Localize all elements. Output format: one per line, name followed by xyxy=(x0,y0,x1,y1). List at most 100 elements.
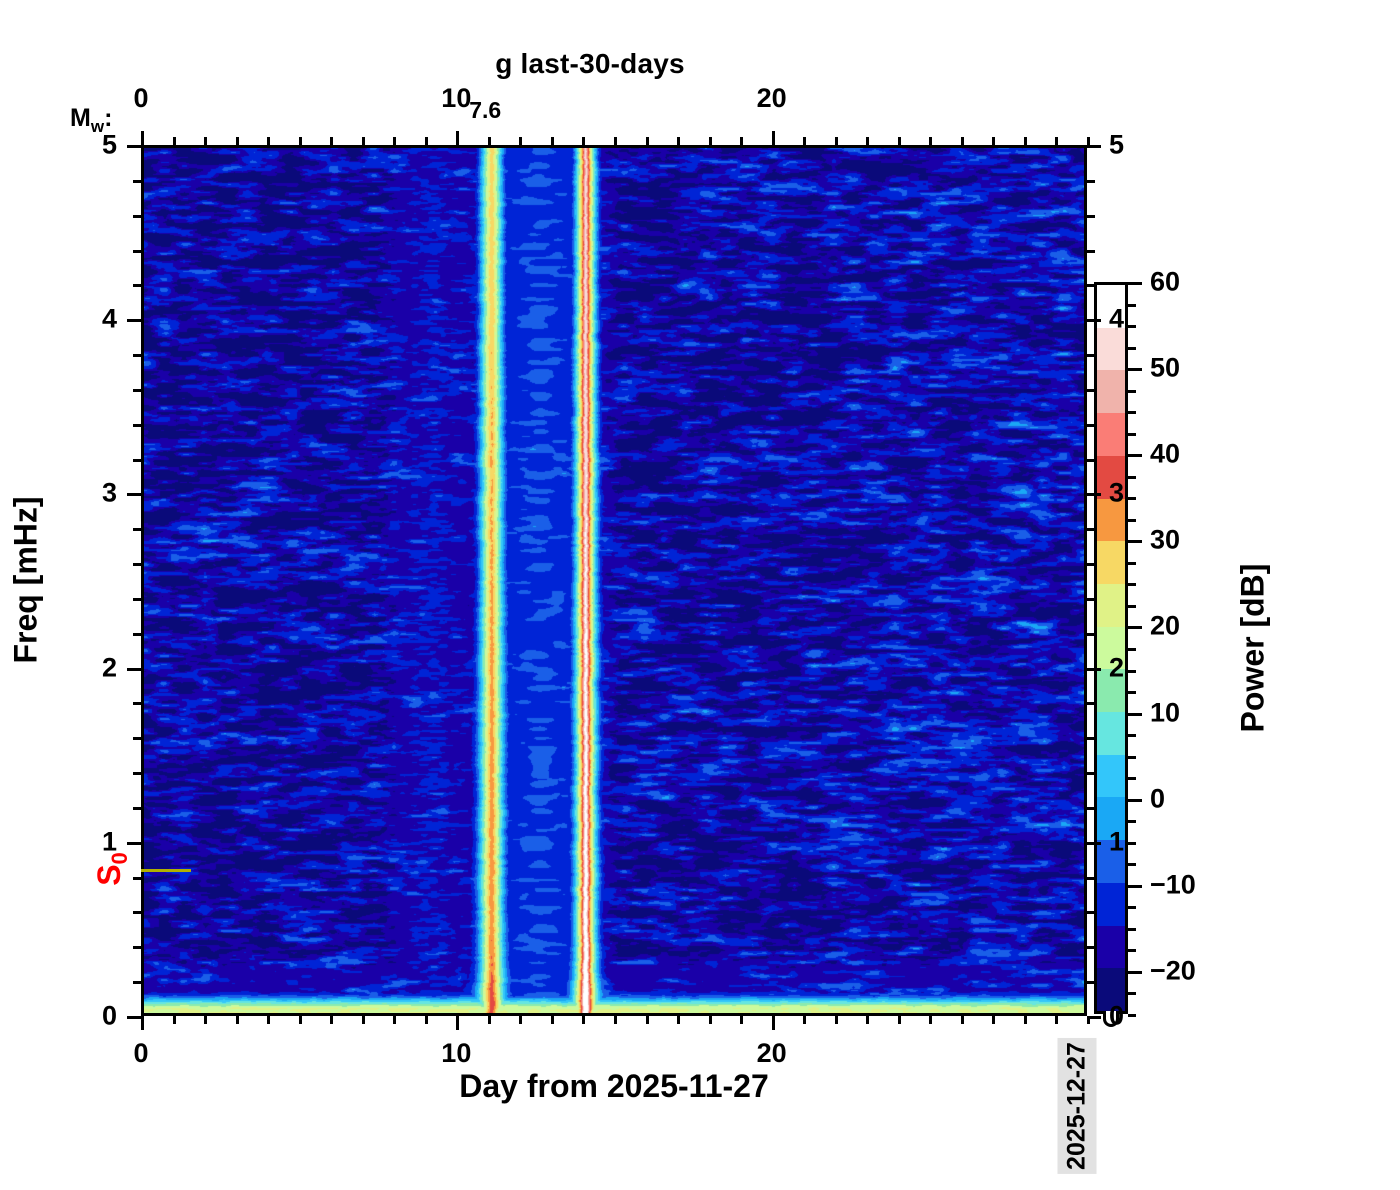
colorbar-tick xyxy=(1128,777,1136,780)
y-tick-label-right: 2 xyxy=(1109,652,1125,683)
y-tick-minor xyxy=(133,633,141,636)
x-tick-minor-top xyxy=(929,137,932,145)
colorbar-tick-label: 40 xyxy=(1150,438,1181,469)
y-tick-minor-right xyxy=(1087,1016,1101,1019)
x-tick-minor-top xyxy=(709,137,712,145)
y-tick-minor-right xyxy=(1087,493,1101,496)
colorbar-tick xyxy=(1128,347,1136,350)
y-tick-minor xyxy=(133,389,141,392)
x-tick-label: 0 xyxy=(133,1038,149,1068)
colorbar-tick xyxy=(1128,497,1136,500)
x-tick-minor xyxy=(204,1016,207,1024)
y-tick-minor-right xyxy=(1087,354,1095,357)
colorbar-band xyxy=(1097,968,1125,1011)
x-tick-minor xyxy=(709,1016,712,1024)
x-tick-minor-top xyxy=(835,137,838,145)
y-tick-minor xyxy=(133,981,141,984)
colorbar-tick xyxy=(1128,691,1136,694)
x-tick-minor xyxy=(614,1016,617,1024)
x-tick-minor-top xyxy=(551,137,554,145)
x-tick-minor xyxy=(961,1016,964,1024)
y-tick-minor-right xyxy=(1087,563,1095,566)
y-tick-minor-right xyxy=(1087,633,1095,636)
colorbar-tick xyxy=(1128,971,1142,974)
colorbar-tick xyxy=(1128,368,1142,371)
colorbar-band xyxy=(1097,712,1125,755)
y-tick-minor xyxy=(127,319,141,322)
y-tick-minor-right xyxy=(1087,424,1095,427)
y-tick-minor xyxy=(127,842,141,845)
x-tick-minor-top xyxy=(299,137,302,145)
colorbar-tick xyxy=(1128,605,1136,608)
colorbar-band xyxy=(1097,925,1125,969)
colorbar-tick-label: 20 xyxy=(1150,610,1181,641)
y-tick-minor xyxy=(133,215,141,218)
y-tick-minor-right xyxy=(1087,528,1095,531)
y-tick-minor-right xyxy=(1087,911,1095,914)
x-tick-minor-top xyxy=(330,137,333,145)
y-tick-minor-right xyxy=(1087,946,1095,949)
x-tick-minor xyxy=(1087,1016,1090,1024)
x-tick-minor-top xyxy=(393,137,396,145)
x-tick-minor-top xyxy=(519,137,522,145)
y-tick-label: 1 xyxy=(101,826,117,857)
x-tick-minor-top xyxy=(803,137,806,145)
colorbar-tick xyxy=(1128,799,1142,802)
y-tick-minor xyxy=(133,772,141,775)
colorbar-tick xyxy=(1128,928,1136,931)
y-tick-minor xyxy=(133,946,141,949)
colorbar-tick xyxy=(1128,713,1142,716)
y-tick-minor-right xyxy=(1087,842,1101,845)
y-tick-minor xyxy=(133,598,141,601)
colorbar-band xyxy=(1097,285,1125,328)
colorbar-tick-label: −10 xyxy=(1150,869,1196,900)
x-tick-minor xyxy=(1024,1016,1027,1024)
x-tick-minor-top xyxy=(173,137,176,145)
x-tick-minor xyxy=(835,1016,838,1024)
x-tick-label: 10 xyxy=(441,1038,472,1068)
colorbar-tick-label: −20 xyxy=(1150,955,1196,986)
y-tick-minor-right xyxy=(1087,215,1095,218)
x-tick-minor-top xyxy=(992,137,995,145)
colorbar-tick-label: 10 xyxy=(1150,697,1181,728)
x-tick-minor-top xyxy=(1087,137,1090,145)
x-tick-minor xyxy=(866,1016,869,1024)
colorbar-tick xyxy=(1128,583,1136,586)
x-tick-minor-top xyxy=(961,137,964,145)
colorbar-band xyxy=(1097,455,1125,499)
y-tick-minor xyxy=(133,563,141,566)
colorbar-underflow-nub xyxy=(1103,1011,1119,1027)
x-tick-minor xyxy=(898,1016,901,1024)
colorbar-tick xyxy=(1128,626,1142,629)
spectrogram-canvas xyxy=(144,148,1084,1013)
y-tick-minor-right xyxy=(1087,598,1095,601)
s0-mode-marker-line xyxy=(141,869,191,872)
x-tick-minor xyxy=(929,1016,932,1024)
colorbar-band xyxy=(1097,498,1125,542)
y-tick-minor-right xyxy=(1087,877,1095,880)
y-tick-minor-right xyxy=(1087,981,1095,984)
page-title: g last-30-days xyxy=(495,48,685,79)
colorbar-tick xyxy=(1128,519,1136,522)
colorbar-tick xyxy=(1128,390,1136,393)
colorbar-tick-label: 0 xyxy=(1150,783,1166,814)
x-tick-minor xyxy=(393,1016,396,1024)
y-tick-minor xyxy=(133,911,141,914)
y-tick-minor xyxy=(133,284,141,287)
y-tick-label: 0 xyxy=(101,1000,117,1031)
colorbar-tick xyxy=(1128,304,1136,307)
y-tick-minor xyxy=(133,807,141,810)
y-tick-minor xyxy=(127,493,141,496)
mw-axis-tag: Mw: xyxy=(70,104,113,136)
y-tick-minor-right xyxy=(1087,772,1095,775)
x-tick-minor-top xyxy=(646,137,649,145)
colorbar-tick xyxy=(1128,670,1136,673)
x-tick-minor xyxy=(1055,1016,1058,1024)
top-axis-tick-label: 10 xyxy=(441,83,472,113)
y-tick-minor xyxy=(127,668,141,671)
y-tick-minor-right xyxy=(1087,180,1095,183)
x-tick-minor-top xyxy=(866,137,869,145)
x-tick-minor-top xyxy=(141,131,144,145)
x-tick-minor xyxy=(677,1016,680,1024)
